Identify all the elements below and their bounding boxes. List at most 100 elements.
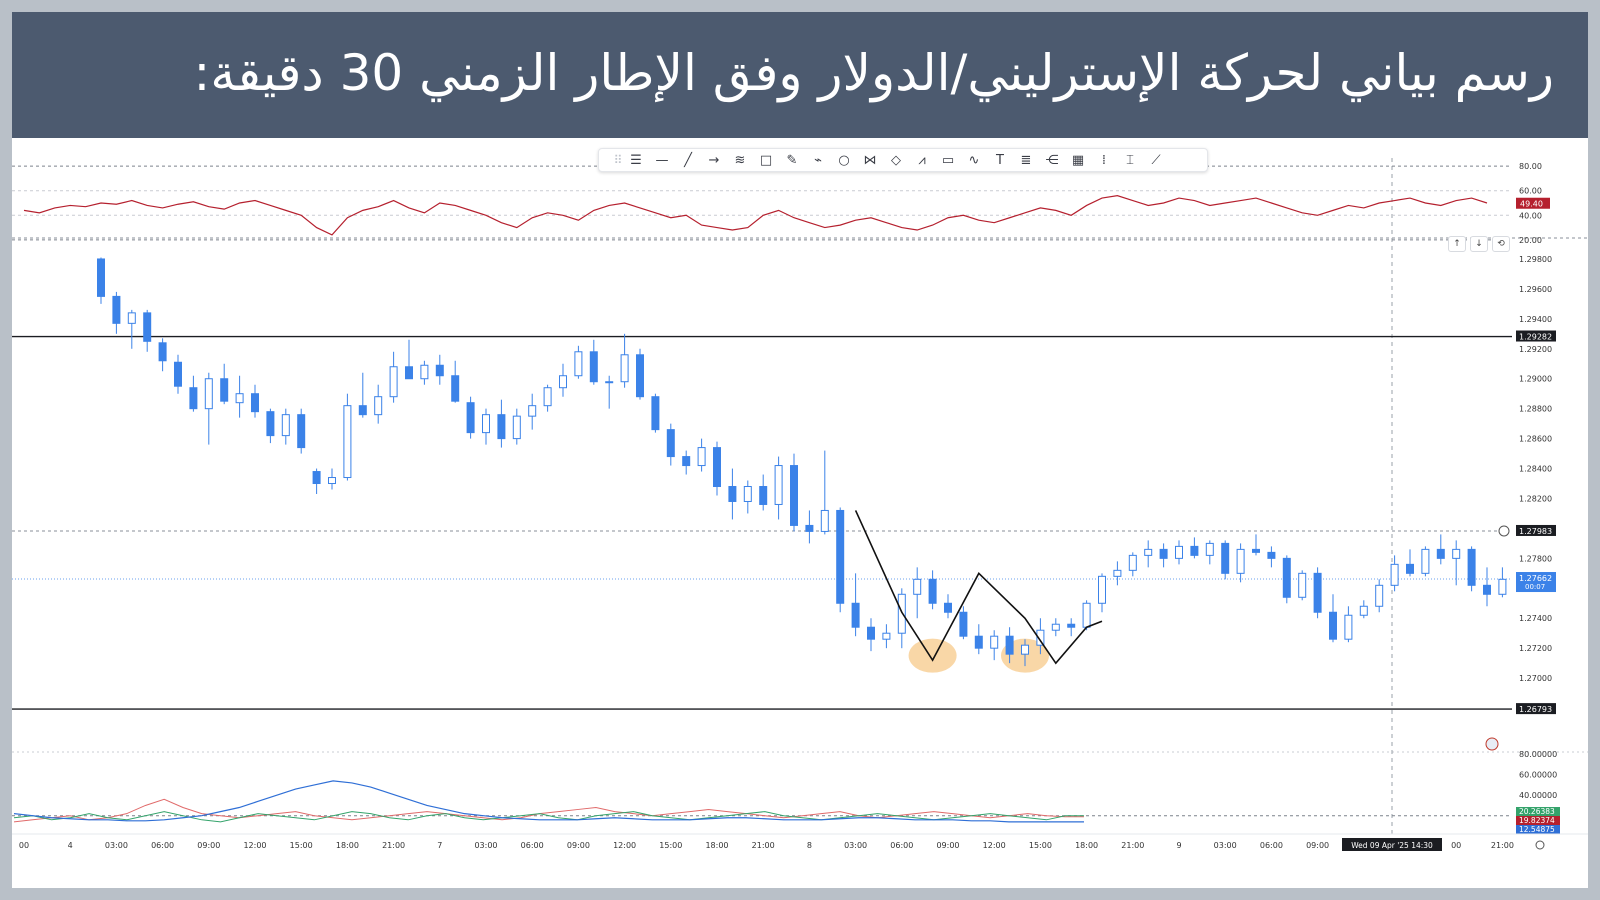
- candle-body: [1252, 548, 1260, 553]
- candle-body: [759, 486, 768, 505]
- crosshair-date-label-bg: [1342, 838, 1442, 851]
- candle-body: [1498, 578, 1507, 595]
- candle-body: [1221, 542, 1230, 574]
- path-icon[interactable]: ⌁: [814, 152, 822, 168]
- x-tick-label: 00: [1451, 841, 1461, 850]
- x-tick-label: 12:00: [243, 841, 266, 850]
- callout-icon[interactable]: ▭: [941, 152, 955, 168]
- candle-body: [174, 361, 182, 387]
- x-tick-label: 12:00: [983, 841, 1006, 850]
- price-tick-label: 1.27800: [1519, 554, 1552, 563]
- x-tick-label: 03:00: [844, 841, 867, 850]
- x-tick-label: 06:00: [1260, 841, 1283, 850]
- dmi-value-label: 12.54875: [1519, 825, 1555, 834]
- candle-body: [1205, 542, 1214, 556]
- text-icon[interactable]: T: [996, 152, 1004, 168]
- crosshair-plus-icon: [1498, 525, 1510, 537]
- title-banner: رسم بياني لحركة الإسترليني/الدولار وفق ا…: [12, 12, 1588, 138]
- price-tick-label: 1.28400: [1519, 465, 1552, 474]
- candle-body: [189, 387, 198, 410]
- candle-body: [1267, 551, 1276, 559]
- scroll-up-button[interactable]: ↑: [1448, 236, 1466, 252]
- lines-icon[interactable]: ☰: [630, 152, 642, 168]
- candle-body: [589, 351, 598, 383]
- candle-body: [836, 509, 845, 604]
- measure-icon[interactable]: ⌶: [1126, 152, 1134, 168]
- pattern-icon[interactable]: ⋈: [863, 152, 877, 168]
- candle-body: [605, 381, 614, 384]
- x-tick-label: 03:00: [105, 841, 128, 850]
- x-tick-label: 7: [437, 841, 442, 850]
- elliott-icon[interactable]: ⩘: [918, 152, 926, 168]
- pitchfork-icon[interactable]: ⋲: [1045, 152, 1059, 168]
- x-tick-label: 06:00: [521, 841, 544, 850]
- candle-body: [528, 405, 537, 417]
- fib-icon[interactable]: ≋: [734, 152, 746, 168]
- x-tick-label: 09:00: [567, 841, 590, 850]
- page-title: رسم بياني لحركة الإسترليني/الدولار وفق ا…: [193, 44, 1555, 102]
- scroll-down-button[interactable]: ↓: [1470, 236, 1488, 252]
- trend-line-icon[interactable]: ╱: [684, 152, 692, 168]
- vertical-line-icon[interactable]: ⁞: [1101, 152, 1107, 168]
- candle-body: [944, 602, 952, 613]
- candle-body: [990, 635, 999, 649]
- grid-icon[interactable]: ▦: [1071, 152, 1085, 168]
- candle-body: [435, 364, 444, 377]
- us-flag-icon: [1485, 737, 1499, 751]
- rsi-current-label: 49.40: [1520, 200, 1543, 209]
- candle-body: [1483, 584, 1491, 595]
- x-tick-label: 09:00: [936, 841, 959, 850]
- candle-body: [466, 402, 475, 434]
- level-label-bg: [1516, 524, 1556, 536]
- x-tick-label: 21:00: [382, 841, 405, 850]
- adx-line: [13, 780, 1084, 823]
- price-tick-label: 1.28600: [1519, 435, 1552, 444]
- candle-body: [220, 378, 229, 402]
- candle-body: [713, 447, 721, 488]
- price-tick-label: 1.28200: [1519, 494, 1552, 503]
- chart-area[interactable]: 80.00 60.00 40.00 20.00 49.40 1.29800 1.29600 1…: [12, 138, 1588, 888]
- candle-body: [497, 414, 506, 440]
- rectangle-icon[interactable]: □: [759, 152, 773, 168]
- x-tick-label: 21:00: [1121, 841, 1144, 850]
- candle-body: [1113, 569, 1122, 577]
- candle-body: [1005, 635, 1014, 655]
- brush-icon[interactable]: ✎: [786, 152, 798, 168]
- rsi-line: [23, 195, 1488, 236]
- horizontal-line-icon[interactable]: —: [655, 152, 669, 168]
- candle-body: [1144, 548, 1153, 556]
- candle-body: [1452, 548, 1461, 559]
- candle-body: [543, 387, 552, 407]
- polyline-icon[interactable]: ∿: [968, 152, 980, 168]
- gann-fan-icon[interactable]: ⟋: [1151, 152, 1161, 168]
- price-tick-label: 1.29800: [1519, 255, 1552, 264]
- candle-body: [158, 342, 167, 362]
- dmi-tick-label: 80.00000: [1519, 750, 1557, 759]
- x-tick-label: 12:00: [613, 841, 636, 850]
- x-tick-label: 15:00: [290, 841, 313, 850]
- candle-body: [420, 364, 429, 380]
- candle-body: [636, 354, 644, 398]
- candle-body: [235, 393, 244, 404]
- toolbar-grip-icon[interactable]: ⠿: [613, 153, 623, 167]
- shapes-icon[interactable]: ◇: [891, 152, 901, 168]
- x-tick-label: 09:00: [197, 841, 220, 850]
- circle-icon[interactable]: ○: [838, 152, 850, 168]
- x-tick-label: 21:00: [752, 841, 775, 850]
- candle-body: [328, 477, 336, 485]
- level-label: 1.29282: [1519, 333, 1552, 342]
- dmi-value-label-bg: [1516, 816, 1560, 825]
- candle-body: [666, 429, 675, 458]
- candle-body: [1421, 548, 1430, 574]
- candle-body: [97, 258, 105, 297]
- candle-body: [1098, 575, 1106, 604]
- reset-scale-button[interactable]: ⟲: [1492, 236, 1510, 252]
- parallel-icon[interactable]: ≣: [1020, 152, 1032, 168]
- candle-body: [1067, 623, 1076, 628]
- price-tick-label: 1.29200: [1519, 345, 1552, 354]
- candle-body: [743, 486, 752, 502]
- candle-body: [389, 366, 398, 398]
- candle-body: [1051, 623, 1060, 631]
- ray-icon[interactable]: →: [708, 152, 720, 168]
- candle-body: [343, 405, 352, 479]
